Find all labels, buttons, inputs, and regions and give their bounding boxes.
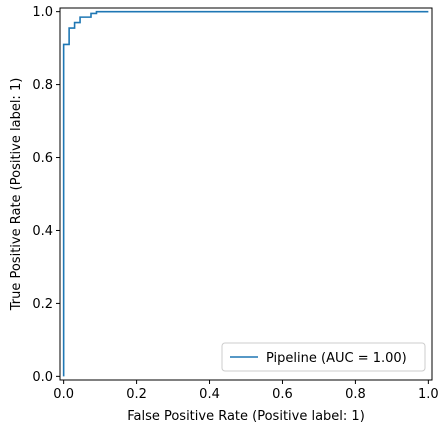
series-layer [62,10,429,377]
x-tick-label: 0.2 [126,387,147,402]
y-axis-ticks: 0.0 0.2 0.4 0.6 0.8 1.0 [32,5,60,385]
x-tick-label: 0.4 [199,387,220,402]
x-tick-label: 0.0 [53,387,74,402]
y-tick-label: 0.0 [32,370,53,385]
x-tick-label: 1.0 [418,387,439,402]
y-tick-label: 0.2 [32,297,53,312]
y-tick-label: 0.8 [32,78,53,93]
x-tick-label: 0.6 [272,387,293,402]
x-axis-label: False Positive Rate (Positive label: 1) [127,409,365,424]
y-tick-label: 0.4 [32,224,53,239]
legend-label: Pipeline (AUC = 1.00) [266,351,407,366]
y-tick-label: 1.0 [32,5,53,20]
legend: Pipeline (AUC = 1.00) [221,342,426,372]
roc-curve-line [62,10,429,377]
y-axis-label: True Positive Rate (Positive label: 1) [9,78,24,312]
x-tick-label: 0.8 [345,387,366,402]
legend-box [221,342,426,372]
x-axis-ticks: 0.0 0.2 0.4 0.6 0.8 1.0 [53,380,439,402]
y-tick-label: 0.6 [32,151,53,166]
plot-frame [59,7,433,381]
